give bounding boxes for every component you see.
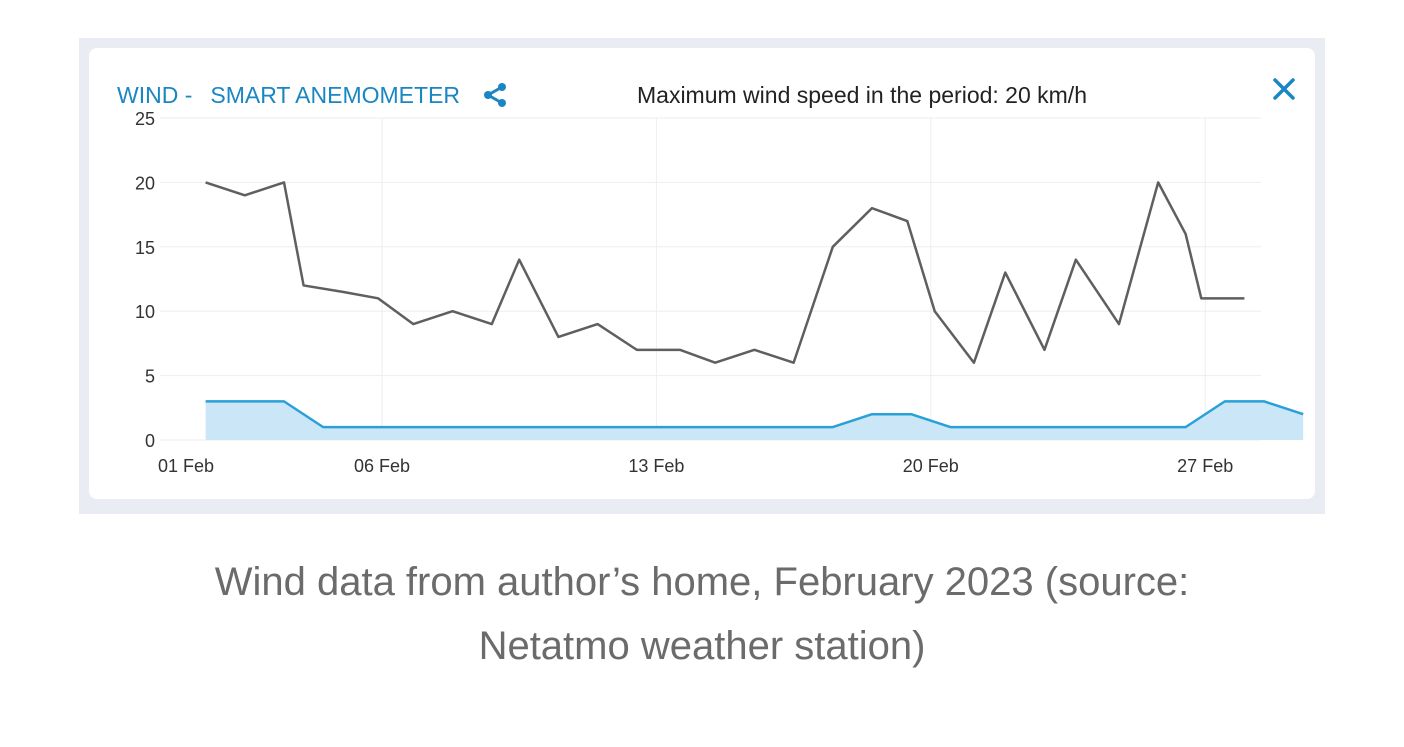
widget-title-device: SMART ANEMOMETER [210, 81, 461, 108]
average-wind-line [205, 400, 1304, 429]
wind-chart: 0 5 10 15 20 25 01 Feb 06 Feb 13 Feb 20 Feb 27 Feb [135, 109, 1304, 476]
x-tick-label: 27 Feb [1177, 456, 1233, 476]
x-tick-label: 01 Feb [158, 456, 214, 476]
close-icon[interactable] [1269, 74, 1299, 104]
y-tick-label: 5 [145, 367, 155, 387]
wind-widget-card: WIND - SMART ANEMOMETER Maximum wind spe… [89, 48, 1315, 499]
y-tick-label: 20 [135, 173, 155, 193]
chart-frame: WIND - SMART ANEMOMETER Maximum wind spe… [79, 38, 1325, 514]
max-wind-speed-label: Maximum wind speed in the period: 20 km/… [637, 82, 1087, 108]
x-tick-label: 20 Feb [903, 456, 959, 476]
widget-title: WIND - SMART ANEMOMETER [117, 80, 508, 110]
caption-line-2: Netatmo weather station) [478, 624, 926, 668]
average-wind-area [205, 401, 1304, 440]
figure-caption: Wind data from author’s home, February 2… [0, 550, 1404, 678]
x-tick-label: 13 Feb [628, 456, 684, 476]
y-tick-label: 25 [135, 109, 155, 129]
y-tick-label: 15 [135, 238, 155, 258]
x-tick-label: 06 Feb [354, 456, 410, 476]
widget-title-prefix: WIND - [117, 81, 193, 108]
y-tick-label: 10 [135, 302, 155, 322]
y-tick-label: 0 [145, 431, 155, 451]
share-icon[interactable] [482, 82, 508, 108]
max-wind-line [205, 181, 1245, 364]
caption-line-1: Wind data from author’s home, February 2… [214, 560, 1190, 604]
